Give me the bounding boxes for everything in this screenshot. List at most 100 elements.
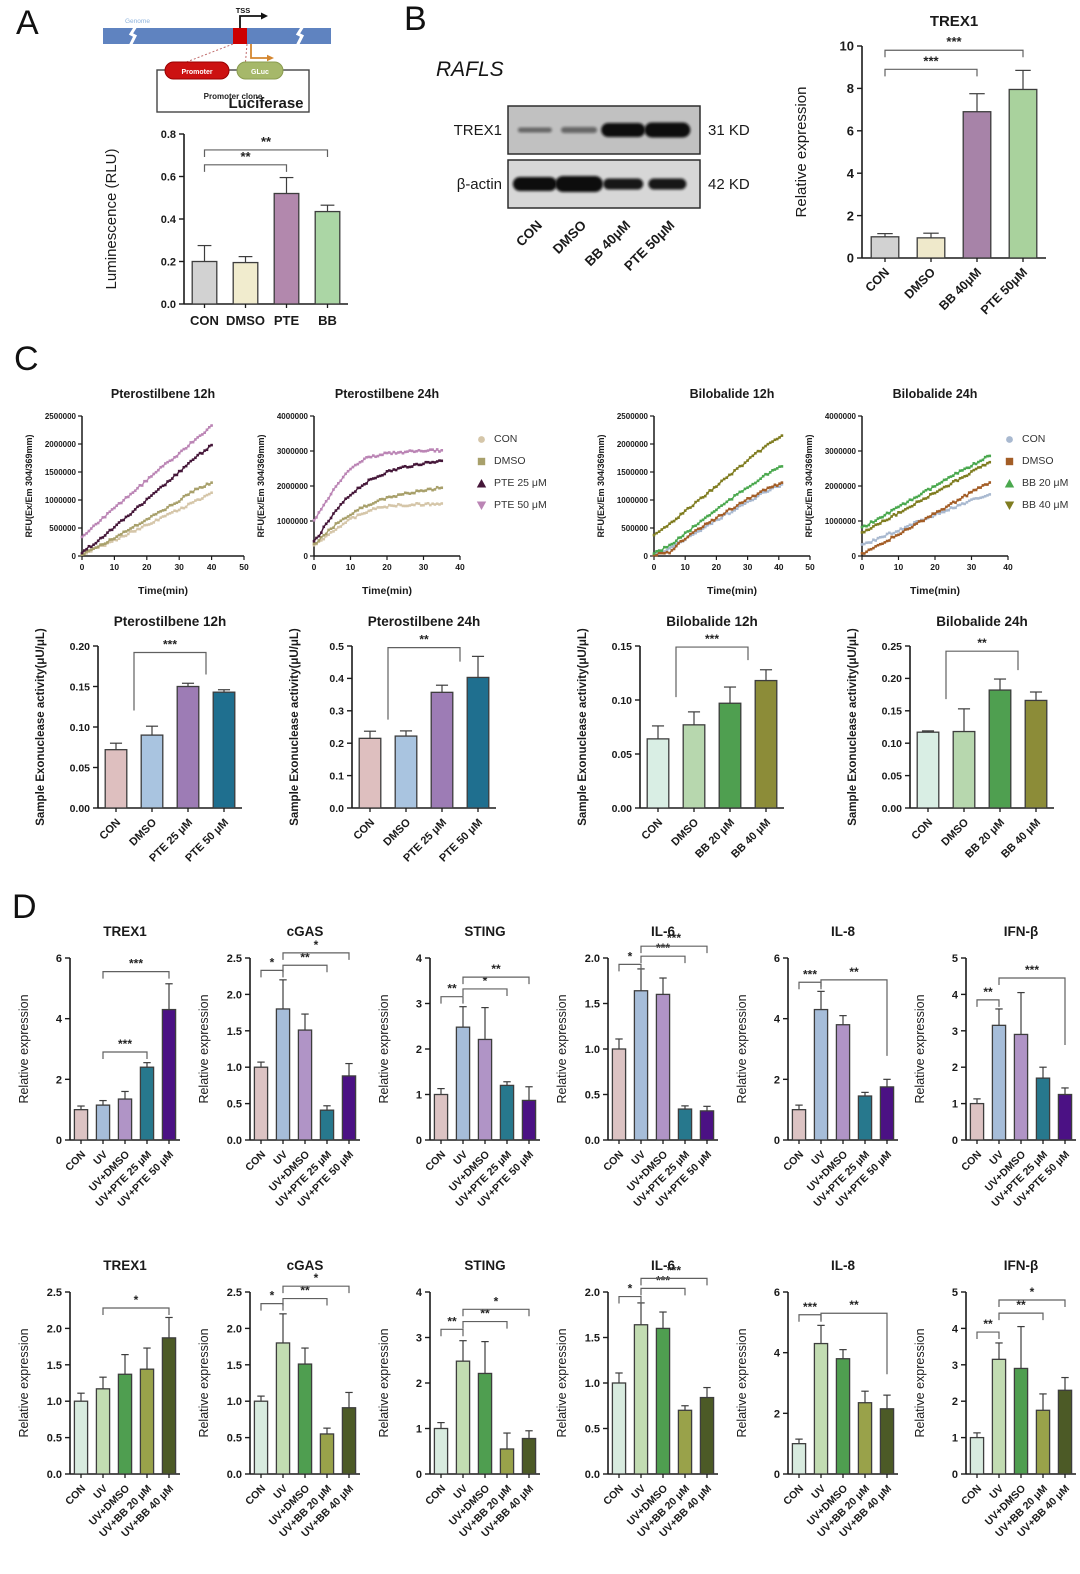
svg-text:**: ** — [983, 1317, 993, 1331]
svg-text:0.10: 0.10 — [70, 722, 91, 734]
svg-text:STING: STING — [464, 1258, 505, 1273]
svg-text:TREX1: TREX1 — [103, 924, 147, 939]
cell-line-label: RAFLS — [436, 58, 504, 81]
svg-text:Sample Exonuclease activity(μU: Sample Exonuclease activity(μU/μL) — [35, 628, 47, 826]
svg-text:500000: 500000 — [621, 524, 648, 533]
svg-text:CON: CON — [863, 265, 893, 295]
svg-text:3: 3 — [952, 1360, 958, 1372]
chart-d1sting: STING 0 1 2 3 4 CON UV UV+DMSO UV+PTE 25 μM UV+PTE… — [376, 918, 548, 1245]
svg-text:0: 0 — [304, 552, 309, 561]
svg-text:**: ** — [240, 149, 251, 164]
svg-text:TREX1: TREX1 — [454, 122, 502, 139]
chart-bb12bar: Bilobalide 12h 0.00 0.05 0.10 0.15 CON DMSO BB … — [572, 612, 794, 889]
panel-b-label: B — [404, 0, 427, 38]
svg-text:1.5: 1.5 — [585, 998, 600, 1010]
svg-text:RFU(Ex/Em 304/369mm): RFU(Ex/Em 304/369mm) — [596, 434, 606, 537]
svg-text:PTE 50μM: PTE 50μM — [978, 265, 1030, 317]
svg-text:2: 2 — [774, 1408, 780, 1420]
svg-text:Time(min): Time(min) — [910, 585, 960, 597]
svg-text:4: 4 — [56, 1014, 63, 1026]
svg-text:Time(min): Time(min) — [138, 585, 188, 597]
svg-text:20: 20 — [930, 562, 940, 572]
legend-entry-label: PTE 50 μM — [494, 499, 547, 511]
svg-text:0: 0 — [774, 1135, 780, 1147]
svg-text:0: 0 — [312, 562, 317, 572]
genome-break-right — [295, 25, 305, 47]
svg-text:**: ** — [491, 962, 501, 976]
svg-text:2.0: 2.0 — [47, 1323, 62, 1335]
svg-text:2.0: 2.0 — [585, 1287, 600, 1299]
legend-entry: PTE 50 μM — [476, 494, 547, 516]
svg-text:3: 3 — [952, 1026, 958, 1038]
svg-text:CON: CON — [190, 313, 219, 328]
svg-text:Bilobalide 24h: Bilobalide 24h — [893, 387, 978, 401]
chart-lucif: Luciferase 0.0 0.2 0.4 0.6 0.8 CON DMSO PTE BB ** *… — [98, 84, 360, 339]
svg-text:2500000: 2500000 — [617, 412, 649, 421]
svg-text:***: *** — [656, 941, 670, 955]
svg-text:0.0: 0.0 — [47, 1469, 62, 1481]
svg-text:Pterostilbene 12h: Pterostilbene 12h — [114, 614, 227, 629]
svg-text:2.5: 2.5 — [47, 1287, 62, 1299]
svg-text:4000000: 4000000 — [825, 412, 857, 421]
svg-text:IL-8: IL-8 — [831, 924, 855, 939]
svg-text:CON: CON — [639, 817, 665, 843]
legend-entry: CON — [1004, 428, 1068, 450]
legend-entry: DMSO — [1004, 450, 1068, 472]
svg-text:DMSO: DMSO — [550, 218, 589, 257]
svg-text:CON: CON — [423, 1149, 448, 1174]
promoter-clone-label: Promoter clone — [204, 92, 263, 101]
svg-text:0.00: 0.00 — [612, 803, 633, 815]
chart-d2trex1: TREX1 0.0 0.5 1.0 1.5 2.0 2.5 CON UV UV+DMSO UV+BB… — [16, 1252, 188, 1574]
svg-text:20: 20 — [382, 562, 392, 572]
svg-text:0.5: 0.5 — [227, 1099, 242, 1111]
svg-text:1: 1 — [416, 1423, 422, 1435]
chart-pte24bar: Pterostilbene 24h 0.0 0.1 0.2 0.3 0.4 0.5 CON DM… — [284, 612, 506, 889]
svg-text:CON: CON — [959, 1149, 984, 1174]
svg-text:2.5: 2.5 — [227, 1287, 242, 1299]
svg-text:**: ** — [977, 636, 987, 650]
svg-text:5: 5 — [952, 1287, 958, 1299]
svg-text:8: 8 — [847, 81, 854, 96]
svg-text:3: 3 — [416, 998, 422, 1010]
svg-text:1.0: 1.0 — [585, 1044, 600, 1056]
svg-text:0.2: 0.2 — [161, 256, 176, 268]
western-blot: TREX1 31 KD β-actin 42 KD CON DMSO BB 40μM PTE … — [428, 92, 778, 287]
svg-text:4: 4 — [774, 1014, 781, 1026]
genome-label: Genome — [125, 18, 150, 25]
svg-text:30: 30 — [419, 562, 429, 572]
svg-text:CON: CON — [63, 1483, 88, 1508]
gluc-pill — [236, 61, 284, 80]
svg-text:CON: CON — [97, 817, 123, 843]
svg-text:1.0: 1.0 — [47, 1396, 62, 1408]
chart-d2il6: IL-6 0.0 0.5 1.0 1.5 2.0 CON UV UV+DMSO UV+BB 20 … — [554, 1252, 726, 1574]
svg-text:2.0: 2.0 — [227, 989, 242, 1001]
svg-text:**: ** — [261, 134, 272, 149]
svg-text:0.8: 0.8 — [161, 129, 176, 141]
svg-text:STING: STING — [464, 924, 505, 939]
chart-d1il6: IL-6 0.0 0.5 1.0 1.5 2.0 CON UV UV+DMSO UV+PTE 25… — [554, 918, 726, 1245]
svg-text:*: * — [314, 938, 319, 952]
svg-text:DMSO: DMSO — [939, 816, 971, 848]
svg-text:1500000: 1500000 — [45, 468, 77, 477]
svg-text:6: 6 — [847, 123, 854, 138]
svg-text:Pterostilbene 12h: Pterostilbene 12h — [111, 387, 215, 401]
svg-text:*: * — [628, 1282, 633, 1296]
svg-text:0.0: 0.0 — [161, 299, 176, 311]
svg-text:DMSO: DMSO — [381, 816, 413, 848]
svg-text:BB 40 μM: BB 40 μM — [729, 817, 773, 861]
promoter-region-box — [233, 28, 247, 44]
svg-text:2: 2 — [774, 1074, 780, 1086]
chart-bb24bar: Bilobalide 24h 0.00 0.05 0.10 0.15 0.20 0.25 CO… — [842, 612, 1064, 889]
svg-text:1500000: 1500000 — [617, 468, 649, 477]
svg-text:**: ** — [419, 633, 429, 647]
legend-pte24line: CON DMSO PTE 25 μM PTE 50 μM — [476, 428, 547, 516]
svg-text:2000000: 2000000 — [617, 440, 649, 449]
tss-label: TSS — [236, 6, 251, 15]
svg-text:IFN-β: IFN-β — [1004, 1258, 1038, 1273]
svg-text:0.15: 0.15 — [882, 706, 903, 718]
svg-text:RFU(Ex/Em 304/369mm): RFU(Ex/Em 304/369mm) — [24, 434, 34, 537]
svg-text:Sample Exonuclease activity(μU: Sample Exonuclease activity(μU/μL) — [289, 628, 301, 826]
genome-break-left — [128, 25, 138, 47]
svg-text:2: 2 — [56, 1074, 62, 1086]
